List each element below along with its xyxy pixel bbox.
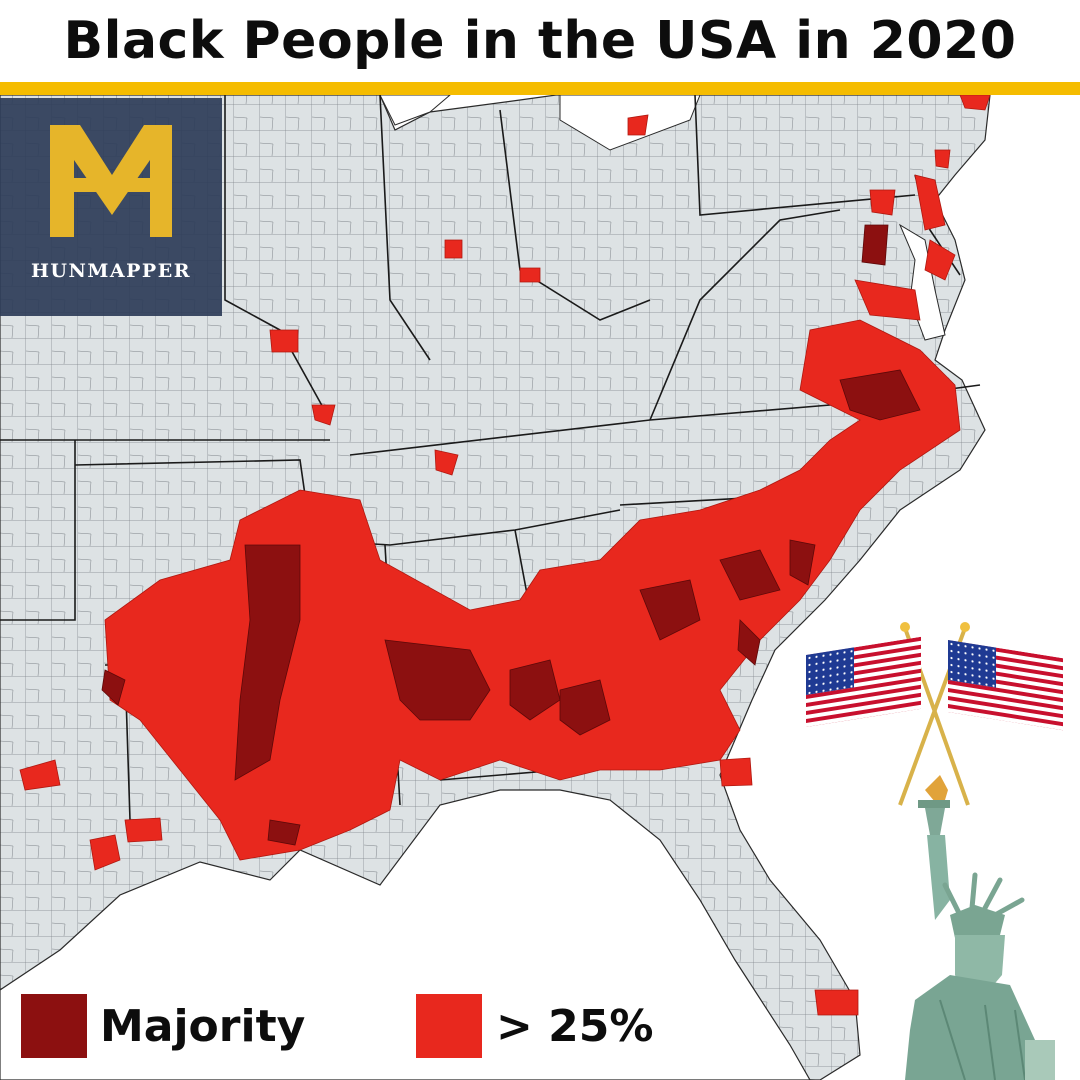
map-title: Black People in the USA in 2020 [0, 0, 1080, 82]
hunmapper-logo: HUNMAPPER [0, 98, 222, 316]
us-flag-icon [806, 622, 1063, 806]
atlantic-ocean [750, 95, 1080, 1080]
legend-over-25-label: > 25% [496, 1001, 654, 1052]
logo-wordmark: HUNMAPPER [31, 260, 191, 282]
majority-regions [101, 224, 921, 846]
legend-majority-swatch [21, 994, 87, 1058]
title-underline [0, 82, 1080, 95]
legend-majority-label: Majority [100, 1001, 306, 1052]
legend-over-25-swatch [416, 994, 482, 1058]
statue-of-liberty-icon [905, 775, 1055, 1080]
gulf-of-mexico [0, 789, 811, 1080]
over-25-percent-regions [19, 95, 991, 1016]
lake-michigan [379, 95, 451, 126]
chesapeake-bay [898, 223, 946, 341]
logo-monogram-icon [50, 125, 172, 237]
county-map: HUNMAPPER [0, 95, 1080, 1080]
